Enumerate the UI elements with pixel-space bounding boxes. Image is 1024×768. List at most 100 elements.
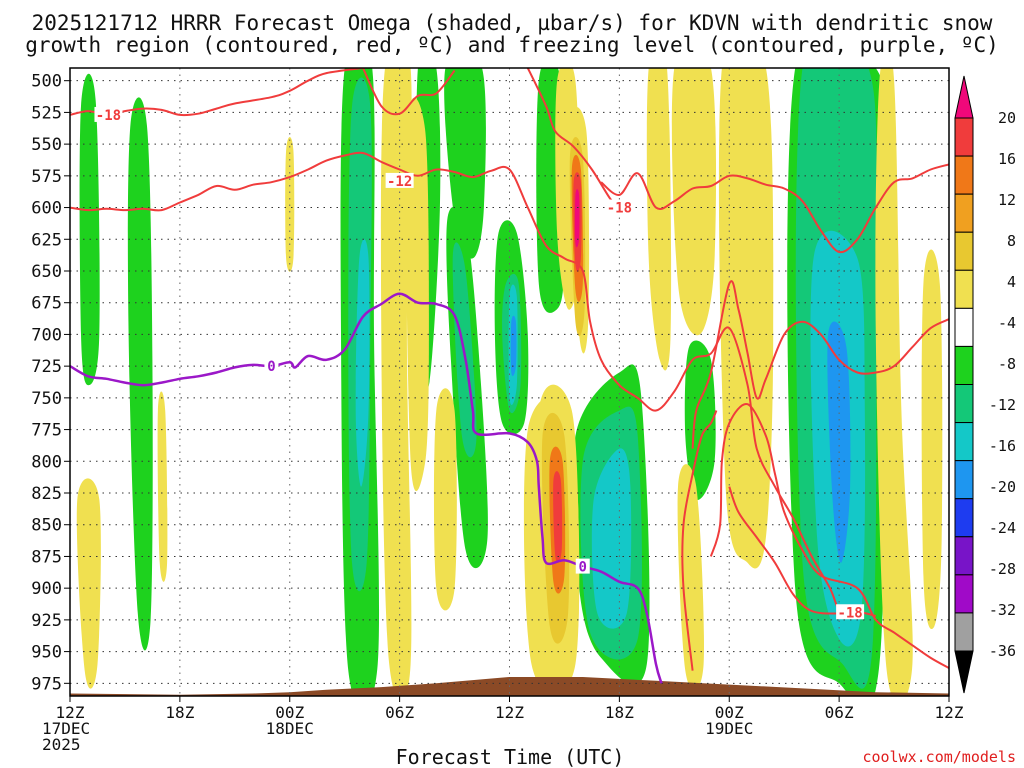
colorbar-swatch — [954, 155, 974, 195]
omega-area--8 — [127, 97, 153, 651]
dgz-label-bg — [836, 604, 865, 620]
x-tick-label: 2025 — [42, 735, 81, 754]
y-tick-label: 625 — [31, 230, 62, 250]
y-tick-label: 525 — [31, 103, 62, 123]
y-tick-label: 750 — [31, 389, 62, 409]
colorbar-swatch — [954, 384, 974, 424]
dgz-contour-line — [691, 280, 949, 449]
freezing-level-label: 0 — [267, 359, 275, 375]
y-tick-label: 500 — [31, 72, 62, 92]
y-axis-pressure: 500 525 550 575 600 625 650 675 700 725 750 775 800 8… — [31, 72, 70, 694]
plot-area: -18-12-18-18 00 — [69, 67, 950, 697]
omega-area-4 — [76, 478, 101, 689]
dgz-contour-line — [600, 163, 949, 254]
y-tick-label: 600 — [31, 199, 62, 219]
y-tick-label: 975 — [31, 674, 62, 694]
credit-text: coolwx.com/models — [862, 748, 1016, 766]
x-tick-label: 12Z — [495, 703, 524, 722]
colorbar-label: -32 — [989, 601, 1016, 619]
dgz-contour-line — [681, 410, 718, 671]
colorbar-swatch — [954, 498, 974, 538]
y-tick-label: 900 — [31, 579, 62, 599]
y-tick-label: 825 — [31, 484, 62, 504]
y-tick-label: 775 — [31, 421, 62, 441]
colorbar-bottom-arrow — [954, 650, 974, 694]
omega-area-4 — [646, 68, 672, 371]
x-tick-label: 12Z — [56, 703, 85, 722]
x-tick-label: 06Z — [825, 703, 854, 722]
x-tick-label: 06Z — [385, 703, 414, 722]
colorbar: 20 16 12 8 4 -4 -8 -12 -16 -20 -24 -28 -32 -36 — [954, 75, 1016, 694]
freezing-label-bg — [575, 558, 590, 574]
colorbar-swatch — [954, 345, 974, 385]
colorbar-label: -12 — [989, 396, 1016, 414]
colorbar-label: -36 — [989, 642, 1016, 660]
omega-shading — [76, 68, 943, 696]
omega-area-4 — [406, 97, 429, 492]
colorbar-swatch — [954, 193, 974, 233]
dgz-contour-label: -18 — [96, 108, 121, 124]
omega-area--16 — [355, 239, 370, 487]
dgz-contour-line — [709, 403, 949, 669]
omega-area-4 — [380, 68, 412, 696]
dgz-label-bg — [605, 199, 634, 215]
colorbar-label: 12 — [998, 191, 1016, 209]
x-tick-label: 00Z — [715, 703, 744, 722]
omega-area-20 — [574, 189, 580, 248]
colorbar-label: 8 — [1007, 232, 1016, 250]
colorbar-swatch — [954, 117, 974, 157]
chart-title-line-2: growth region (contoured, red, ºC) and f… — [25, 33, 999, 57]
colorbar-top-arrow — [954, 75, 974, 119]
dendritic-growth-contours: -18 -12 -18 -18 — [70, 68, 949, 671]
x-tick-label: 17DEC — [42, 719, 90, 738]
colorbar-label: -28 — [989, 560, 1016, 578]
x-tick-label: 18Z — [165, 703, 194, 722]
colorbar-label: -4 — [998, 314, 1016, 332]
x-tick-label: 18Z — [605, 703, 634, 722]
y-tick-label: 950 — [31, 643, 62, 663]
omega-area--20 — [827, 321, 851, 563]
omega-area-4 — [671, 68, 717, 336]
colorbar-label: 20 — [998, 109, 1016, 127]
dgz-label-bg — [385, 172, 414, 188]
colorbar-label: -20 — [989, 478, 1016, 496]
y-tick-label: 800 — [31, 452, 62, 472]
omega-area-4 — [157, 391, 168, 582]
freezing-level-contour: 00 — [70, 292, 663, 684]
dgz-contour-line — [362, 68, 456, 116]
y-tick-label: 650 — [31, 262, 62, 282]
omega-area-16 — [553, 471, 563, 563]
colorbar-label: -24 — [989, 519, 1016, 537]
y-tick-label: 925 — [31, 611, 62, 631]
dgz-label-bg — [94, 106, 123, 122]
omega-area-4 — [433, 388, 457, 611]
x-tick-label: 12Z — [935, 703, 964, 722]
x-tick-label: 18DEC — [266, 719, 314, 738]
dgz-contour-label: -18 — [607, 201, 632, 217]
y-tick-label: 700 — [31, 325, 62, 345]
colorbar-swatch — [954, 574, 974, 614]
dgz-contour-label: -12 — [387, 174, 412, 190]
colorbar-swatch — [954, 307, 974, 347]
colorbar-label: -16 — [989, 437, 1016, 455]
y-tick-label: 575 — [31, 167, 62, 187]
omega-area-4 — [875, 68, 913, 696]
colorbar-label: 16 — [998, 150, 1016, 168]
colorbar-swatch — [954, 460, 974, 500]
omega-area-4 — [285, 137, 295, 272]
omega-area-4 — [718, 68, 774, 569]
colorbar-label: 4 — [1007, 273, 1016, 291]
y-tick-label: 675 — [31, 294, 62, 314]
x-tick-label: 19DEC — [705, 719, 753, 738]
colorbar-swatch — [954, 422, 974, 462]
omega-area--20 — [510, 315, 517, 377]
y-tick-label: 725 — [31, 357, 62, 377]
colorbar-swatch — [954, 269, 974, 309]
y-tick-label: 550 — [31, 135, 62, 155]
chart-title-line-1: 2025121712 HRRR Forecast Omega (shaded, … — [32, 11, 993, 35]
freezing-label-bg — [264, 358, 279, 374]
omega-area--8 — [79, 73, 100, 386]
colorbar-swatch — [954, 536, 974, 576]
